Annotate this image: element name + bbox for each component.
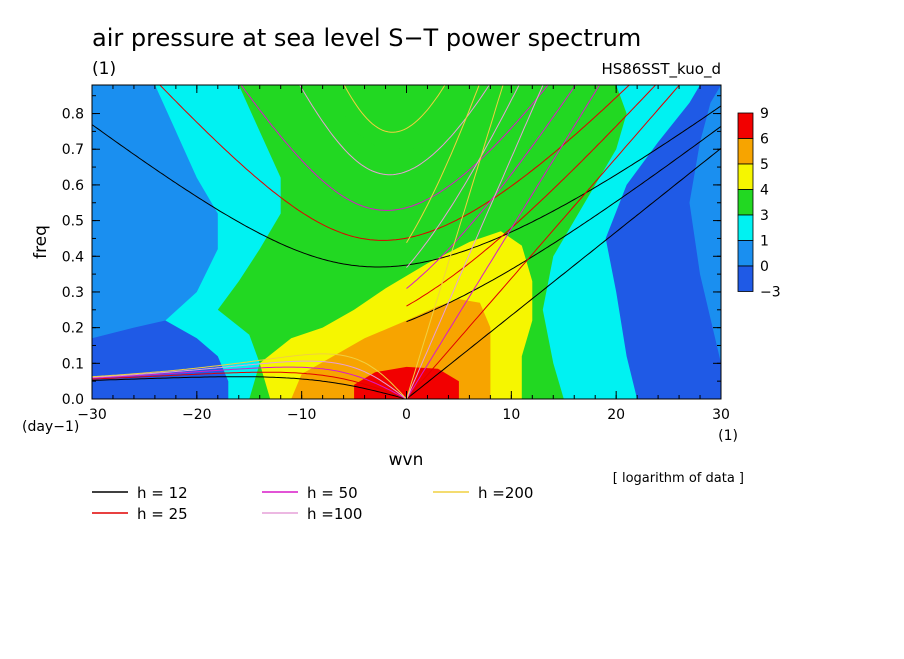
colorbar-band — [737, 189, 754, 216]
y-tick-label: 0.4 — [62, 249, 84, 265]
x-tick-label: 0 — [402, 407, 411, 423]
colorbar-level-label: 9 — [760, 106, 769, 122]
x-axis-unit: (1) — [718, 428, 738, 444]
x-tick-label: 20 — [607, 407, 625, 423]
legend-label-1: h = 50 — [307, 484, 358, 502]
colorbar-band — [737, 163, 754, 190]
y-axis-unit: (day−1) — [22, 419, 79, 435]
colorbar-level-label: 5 — [760, 157, 769, 173]
curve-mrg-h12 — [406, 125, 721, 323]
y-tick-label: 0.3 — [62, 285, 84, 301]
curve-kelvin-h25 — [406, 85, 681, 399]
colorbar-band — [737, 214, 754, 241]
y-tick-label: 0.6 — [62, 178, 84, 194]
colorbar-level-label: 0 — [760, 259, 769, 275]
colorbar-level-label: 4 — [760, 183, 769, 199]
data-note: [ logarithm of data ] — [613, 471, 744, 486]
y-tick-label: 0.2 — [62, 321, 84, 337]
colorbar-level-label: 1 — [760, 234, 769, 250]
y-tick-label: 0.1 — [62, 356, 84, 372]
curve-mrg-h200 — [406, 85, 480, 244]
dispersion-curve-h50 — [92, 85, 601, 399]
colorbar-level-label: 3 — [760, 208, 769, 224]
curve-rossby-h25 — [92, 371, 407, 399]
axis-ticks: −30 −20 −10 0 10 20 30 0.0 0.1 0.2 0.3 0.4 0.5 0.6 0.7… — [62, 85, 730, 423]
contour-region-6 — [343, 85, 470, 150]
colorbar-band — [737, 112, 754, 139]
x-tick-label: 10 — [502, 407, 520, 423]
curve-mrg-h50 — [406, 85, 577, 289]
x-tick-label: −30 — [77, 407, 107, 423]
curve-rossby-h50 — [92, 366, 407, 399]
curve-ig1-h200 — [343, 85, 446, 133]
legend-label-2: h =200 — [478, 484, 533, 502]
y-tick-label: 0.8 — [62, 107, 84, 123]
y-tick-label: 0.5 — [62, 214, 84, 230]
curve-ig1-h50 — [240, 85, 549, 211]
curve-ig1-h12 — [92, 105, 721, 268]
colorbar-band — [737, 240, 754, 267]
curve-ig1-h25 — [159, 85, 631, 241]
curve-mrg-h100 — [406, 85, 520, 268]
curve-kelvin-h50 — [406, 85, 601, 399]
colorbar-level-label: 6 — [760, 132, 769, 148]
y-tick-label: 0.7 — [62, 142, 84, 158]
x-tick-label: −10 — [287, 407, 317, 423]
curve-ig1-h100 — [299, 85, 490, 176]
colorbar-band — [737, 265, 754, 292]
y-tick-label: 0.0 — [62, 392, 84, 408]
x-axis-label: wvn — [389, 450, 424, 470]
legend: h = 12 h = 50 h =200 h = 25 h =100 — [92, 484, 533, 523]
chart-title: air pressure at sea level S−T power spec… — [92, 24, 641, 52]
chart-subtitle-left: (1) — [92, 59, 116, 79]
colorbar: 9 6 5 4 3 1 0 −3 — [737, 106, 781, 301]
colorbar-level-label: −3 — [760, 285, 781, 301]
curve-kelvin-h12 — [406, 147, 721, 399]
dispersion-curve-h25 — [92, 85, 681, 399]
dispersion-curve-layer — [92, 85, 721, 399]
x-tick-label: −20 — [182, 407, 212, 423]
legend-label-4: h =100 — [307, 505, 362, 523]
curve-rossby-h200 — [92, 353, 407, 399]
legend-label-0: h = 12 — [137, 484, 188, 502]
x-tick-label: 30 — [712, 407, 730, 423]
y-axis-label: freq — [31, 225, 51, 259]
legend-label-3: h = 25 — [137, 505, 188, 523]
curve-rossby-h100 — [92, 360, 407, 399]
curve-kelvin-h100 — [406, 85, 544, 399]
plot-area: −30 −20 −10 0 10 20 30 0.0 0.1 0.2 0.3 0.4 0.5 0.6 0.7… — [62, 84, 730, 423]
dispersion-curve-h12 — [92, 105, 721, 399]
chart-subtitle-right: HS86SST_kuo_d — [601, 60, 721, 79]
dispersion-curve-h200 — [92, 85, 504, 399]
contour-region-5 — [354, 366, 459, 399]
curve-rossby-h12 — [92, 376, 407, 399]
curve-mrg-h25 — [406, 85, 657, 307]
colorbar-band — [737, 138, 754, 165]
dispersion-curve-h100 — [92, 85, 544, 399]
curve-kelvin-h200 — [406, 85, 504, 399]
